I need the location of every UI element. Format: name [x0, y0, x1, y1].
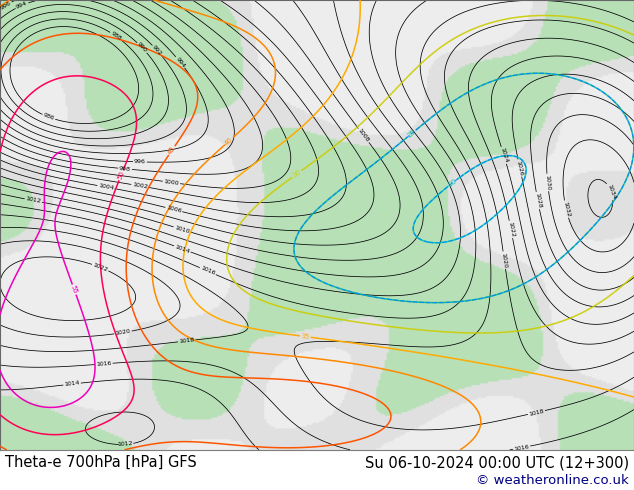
- Text: © weatheronline.co.uk: © weatheronline.co.uk: [476, 474, 629, 487]
- Text: Su 06-10-2024 00:00 UTC (12+300): Su 06-10-2024 00:00 UTC (12+300): [365, 455, 629, 470]
- Text: 1022: 1022: [92, 262, 108, 272]
- Text: 1000: 1000: [164, 179, 179, 186]
- Text: 1012: 1012: [25, 196, 41, 204]
- Text: 1030: 1030: [545, 174, 551, 191]
- Text: 45: 45: [167, 146, 177, 156]
- Text: 1004: 1004: [98, 183, 114, 191]
- Text: 1016: 1016: [514, 444, 529, 452]
- Text: 35: 35: [301, 333, 310, 340]
- Text: 1012: 1012: [117, 441, 133, 447]
- Text: 1002: 1002: [132, 182, 148, 190]
- Text: 1022: 1022: [507, 221, 515, 238]
- Text: 1028: 1028: [534, 193, 541, 209]
- Text: 25: 25: [406, 129, 417, 139]
- Text: 1018: 1018: [528, 408, 545, 416]
- Text: 1016: 1016: [96, 361, 112, 367]
- Text: 986: 986: [42, 113, 55, 122]
- Text: 1026: 1026: [516, 160, 524, 176]
- Text: Theta-e 700hPa [hPa] GFS: Theta-e 700hPa [hPa] GFS: [5, 455, 197, 470]
- Text: 40: 40: [224, 136, 235, 147]
- Text: 55: 55: [70, 284, 79, 294]
- Text: 1024: 1024: [499, 147, 508, 164]
- Text: 1006: 1006: [165, 205, 182, 214]
- Text: 1020: 1020: [501, 252, 508, 268]
- Text: 20: 20: [448, 177, 458, 188]
- Text: 50: 50: [117, 170, 126, 180]
- Text: 990: 990: [136, 42, 148, 54]
- Text: 1010: 1010: [174, 225, 190, 234]
- Text: 994: 994: [15, 1, 29, 10]
- Text: 1018: 1018: [179, 338, 195, 344]
- Text: 994: 994: [174, 56, 186, 69]
- Text: 1032: 1032: [562, 201, 571, 218]
- Text: 996: 996: [0, 0, 12, 11]
- Text: 1016: 1016: [200, 266, 216, 276]
- Text: 1014: 1014: [174, 244, 191, 254]
- Text: 1008: 1008: [357, 128, 370, 143]
- Text: 988: 988: [110, 31, 122, 42]
- Text: 1014: 1014: [64, 381, 80, 388]
- Text: 1034: 1034: [606, 183, 616, 200]
- Text: 996: 996: [134, 159, 146, 165]
- Text: 30: 30: [292, 169, 302, 179]
- Text: 998: 998: [119, 166, 131, 172]
- Text: 1020: 1020: [115, 329, 131, 336]
- Text: 992: 992: [152, 45, 163, 57]
